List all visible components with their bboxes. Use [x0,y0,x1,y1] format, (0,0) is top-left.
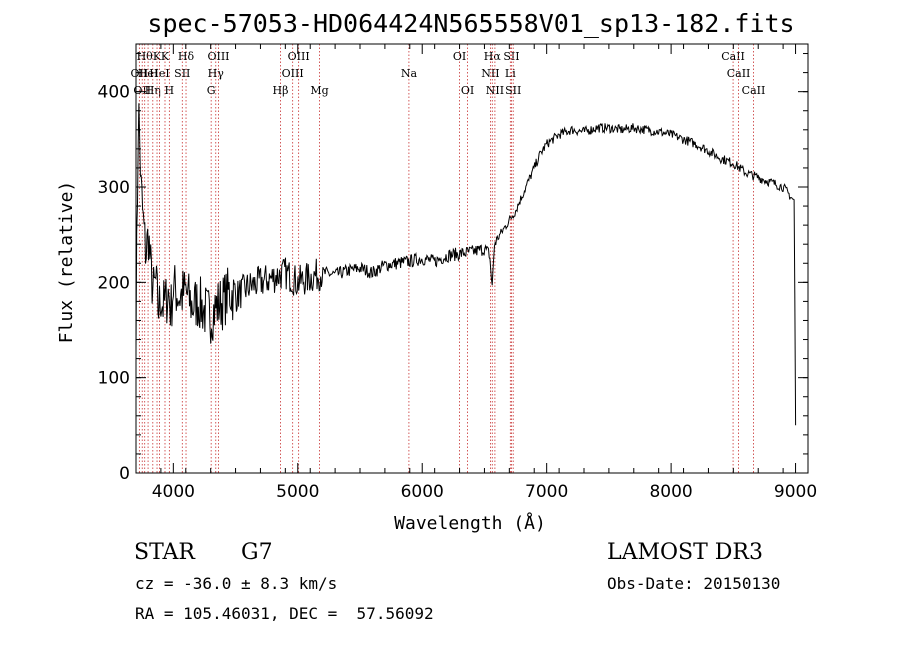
line-marker-label: Li [505,67,516,80]
line-marker-label: CaII [721,50,745,63]
axis-ticks: 4000 5000 6000 7000 8000 9000 0 100 200 300 400 [98,44,817,502]
chart-title: spec-57053-HD064424N565558V01_sp13-182.f… [147,9,794,38]
line-marker-label: CaII [742,84,766,97]
line-marker-label: G [207,84,216,97]
y-tick-label: 400 [98,83,130,103]
line-marker-label: Hη [145,84,161,97]
line-marker-label: Hδ [178,50,195,63]
object-subclass: G7 [241,540,273,565]
line-marker-label: H [165,84,175,97]
line-marker-label: OII [133,84,151,97]
line-marker-label: OII [131,67,149,80]
y-tick-label: 300 [98,178,130,198]
line-marker-label: OIII [207,50,229,63]
x-tick-label: 9000 [774,482,817,502]
line-marker-label: OIII [282,67,304,80]
line-marker-label: SII [174,67,190,80]
line-markers: OIIOIIHθHeIHηKHeIKHSIIHδGHγOIIIHβOIIIOII… [131,44,766,473]
x-tick-label: 7000 [525,482,568,502]
line-marker-label: CaII [727,67,751,80]
x-tick-label: 5000 [276,482,319,502]
line-marker-label: Hα [484,50,502,63]
y-tick-label: 100 [98,369,130,389]
spectrum-line [135,103,797,426]
x-tick-label: 8000 [649,482,692,502]
line-marker-label: Hβ [273,84,289,97]
line-marker-label: Hγ [208,67,225,80]
line-marker-label: Na [401,67,418,80]
y-tick-label: 200 [98,273,130,293]
line-marker-label: NII [486,84,504,97]
line-marker-label: Hθ [137,50,154,63]
x-axis-label: Wavelength (Å) [394,512,546,534]
redshift-readout: cz = -36.0 ± 8.3 km/s [135,574,338,593]
line-marker-label: SII [503,50,519,63]
x-tick-label: 6000 [401,482,444,502]
line-marker-label: OIII [288,50,310,63]
line-marker-label: OI [453,50,466,63]
coordinates: RA = 105.46031, DEC = 57.56092 [135,604,434,623]
plot-frame [135,43,809,474]
x-tick-label: 4000 [152,482,195,502]
y-tick-label: 0 [119,464,130,484]
obs-date: Obs-Date: 20150130 [607,574,781,593]
line-marker-label: Mg [310,84,328,97]
line-marker-label: OI [461,84,474,97]
line-marker-label: NII [481,67,499,80]
y-axis-label: Flux (relative) [56,181,77,344]
line-marker-label: HeI [149,67,169,80]
line-marker-label: K [161,50,170,63]
line-marker-label: SII [505,84,521,97]
survey-name: LAMOST DR3 [607,540,763,565]
object-class: STAR [134,540,195,565]
line-marker-label: K [153,50,162,63]
